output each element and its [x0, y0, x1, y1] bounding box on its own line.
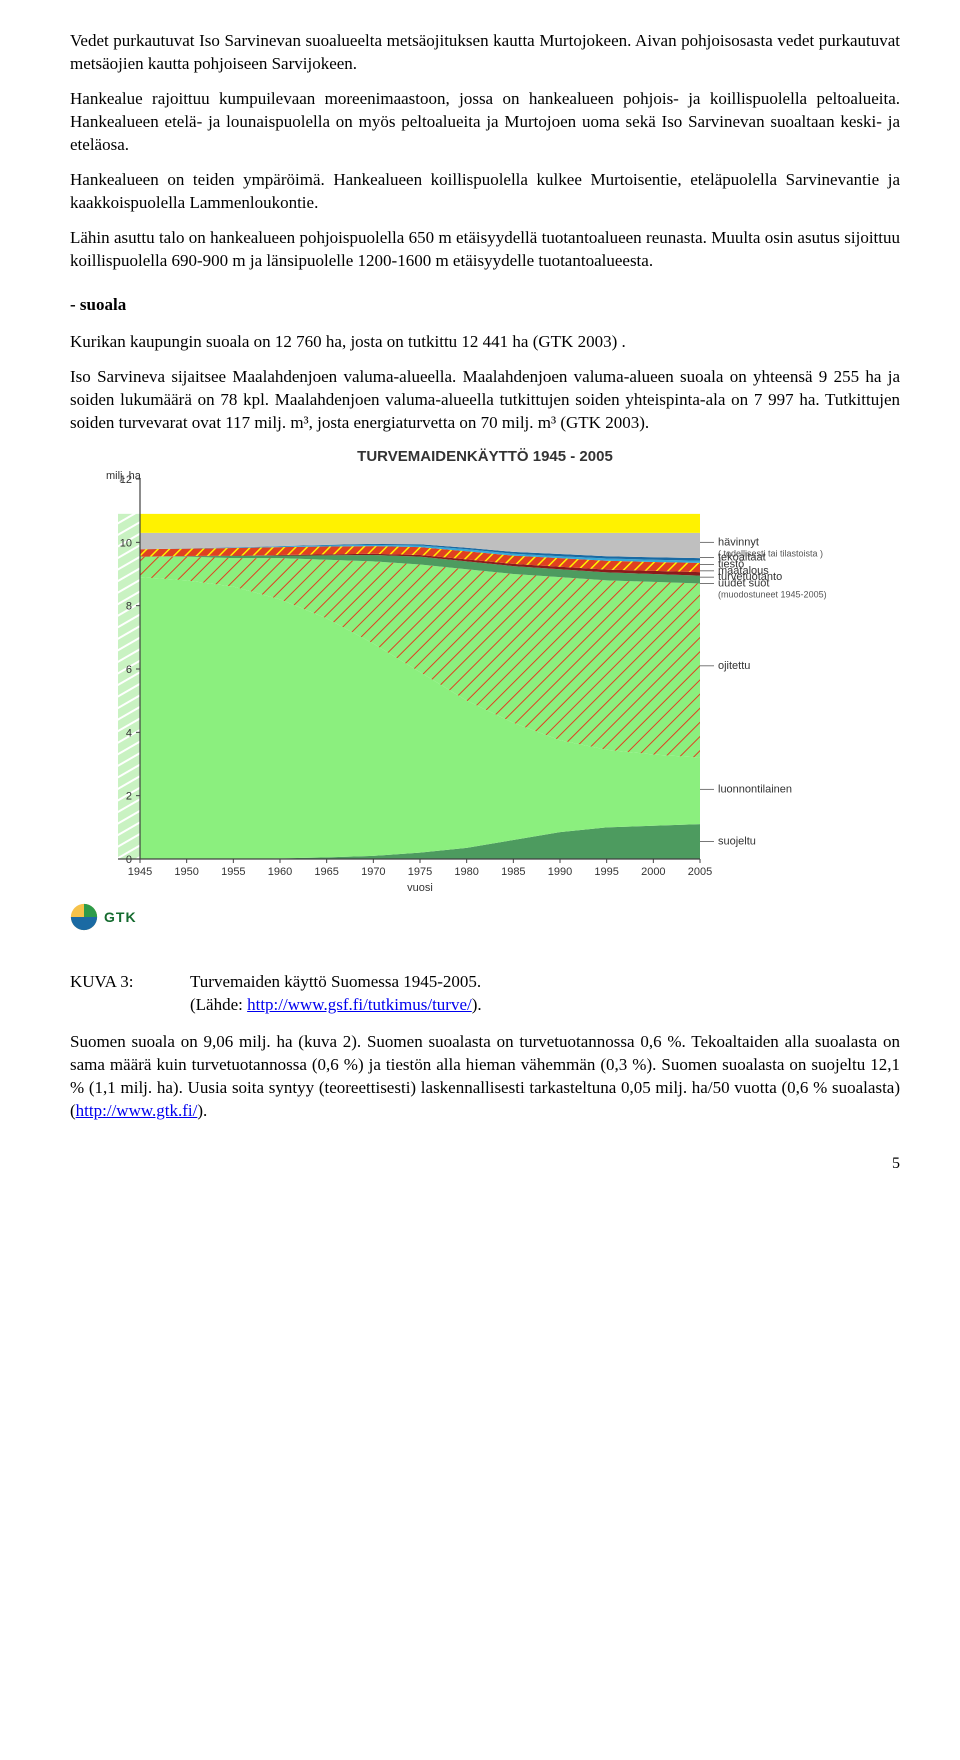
- chart-container: TURVEMAIDENKÄYTTÖ 1945 - 2005 024681012m…: [70, 447, 900, 931]
- body-text: ).: [197, 1101, 207, 1120]
- area-chart: 024681012milj. ha19451950195519601965197…: [70, 469, 900, 899]
- svg-text:milj. ha: milj. ha: [106, 470, 142, 482]
- gtk-logo-icon: [70, 903, 98, 931]
- svg-text:1985: 1985: [501, 866, 525, 878]
- svg-text:1975: 1975: [408, 866, 432, 878]
- body-paragraph: Vedet purkautuvat Iso Sarvinevan suoalue…: [70, 30, 900, 76]
- svg-text:8: 8: [126, 601, 132, 613]
- svg-text:1945: 1945: [128, 866, 152, 878]
- svg-text:1965: 1965: [314, 866, 338, 878]
- page-number: 5: [70, 1153, 900, 1175]
- svg-text:0: 0: [126, 854, 132, 866]
- body-paragraph: Suomen suoala on 9,06 milj. ha (kuva 2).…: [70, 1031, 900, 1123]
- svg-text:2000: 2000: [641, 866, 665, 878]
- svg-text:10: 10: [120, 538, 132, 550]
- body-paragraph: Kurikan kaupungin suoala on 12 760 ha, j…: [70, 331, 900, 354]
- section-heading-suoala: - suoala: [70, 294, 900, 317]
- body-paragraph: Hankealue rajoittuu kumpuilevaan moreeni…: [70, 88, 900, 157]
- gtk-logo-text: GTK: [104, 908, 137, 927]
- svg-text:ojitettu: ojitettu: [718, 660, 750, 672]
- svg-text:1955: 1955: [221, 866, 245, 878]
- svg-text:uudet suot: uudet suot: [718, 578, 769, 590]
- svg-text:1995: 1995: [594, 866, 618, 878]
- figure-caption-text: Turvemaiden käyttö Suomessa 1945-2005.: [190, 972, 481, 991]
- svg-text:1950: 1950: [174, 866, 198, 878]
- svg-text:1960: 1960: [268, 866, 292, 878]
- body-paragraph: Iso Sarvineva sijaitsee Maalahdenjoen va…: [70, 366, 900, 435]
- svg-text:1970: 1970: [361, 866, 385, 878]
- svg-text:luonnontilainen: luonnontilainen: [718, 784, 792, 796]
- chart-title: TURVEMAIDENKÄYTTÖ 1945 - 2005: [70, 447, 900, 467]
- body-paragraph: Lähin asuttu talo on hankealueen pohjois…: [70, 227, 900, 273]
- svg-text:(muodostuneet 1945-2005): (muodostuneet 1945-2005): [718, 590, 827, 600]
- figure-caption-text: ).: [472, 995, 482, 1014]
- gtk-logo: GTK: [70, 903, 900, 931]
- svg-text:2: 2: [126, 791, 132, 803]
- svg-text:hävinnyt: hävinnyt: [718, 537, 759, 549]
- source-link[interactable]: http://www.gsf.fi/tutkimus/turve/: [247, 995, 472, 1014]
- svg-text:6: 6: [126, 664, 132, 676]
- figure-caption-label: KUVA 3:: [70, 971, 190, 1017]
- svg-text:suojeltu: suojeltu: [718, 836, 756, 848]
- svg-text:4: 4: [126, 728, 132, 740]
- svg-text:1980: 1980: [454, 866, 478, 878]
- figure-caption-text: (Lähde:: [190, 995, 247, 1014]
- svg-text:2005: 2005: [688, 866, 712, 878]
- source-link[interactable]: http://www.gtk.fi/: [76, 1101, 198, 1120]
- svg-text:1990: 1990: [548, 866, 572, 878]
- figure-caption: KUVA 3: Turvemaiden käyttö Suomessa 1945…: [70, 971, 900, 1017]
- body-paragraph: Hankealueen on teiden ympäröimä. Hankeal…: [70, 169, 900, 215]
- svg-text:vuosi: vuosi: [407, 882, 433, 894]
